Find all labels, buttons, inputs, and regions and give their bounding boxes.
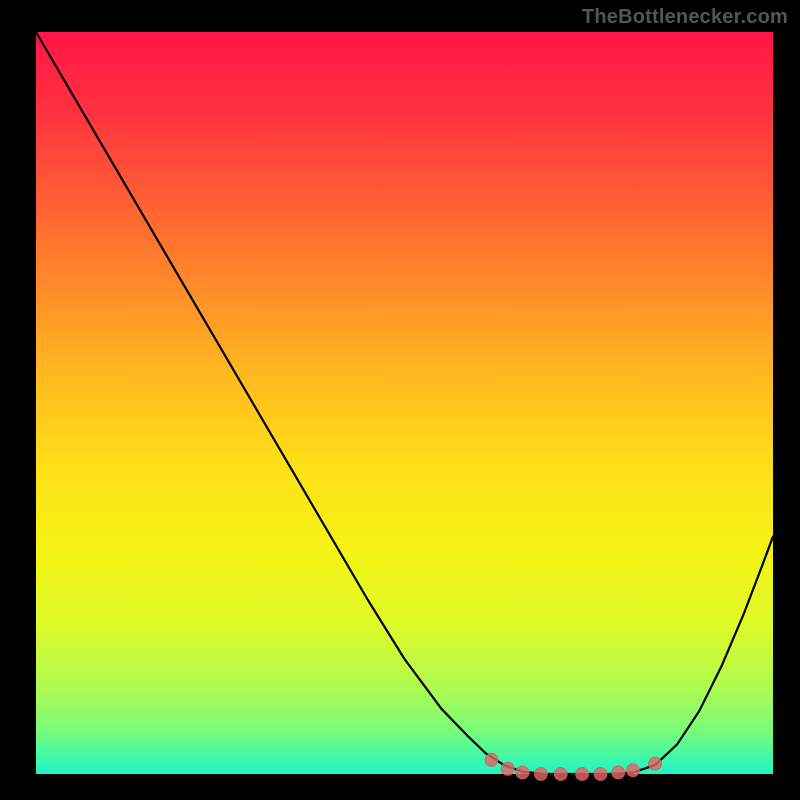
figure-root: { "canvas": { "width": 800, "height": 80… (0, 0, 800, 800)
watermark-text: TheBottlenecker.com (582, 6, 788, 29)
plot-gradient (36, 32, 773, 774)
